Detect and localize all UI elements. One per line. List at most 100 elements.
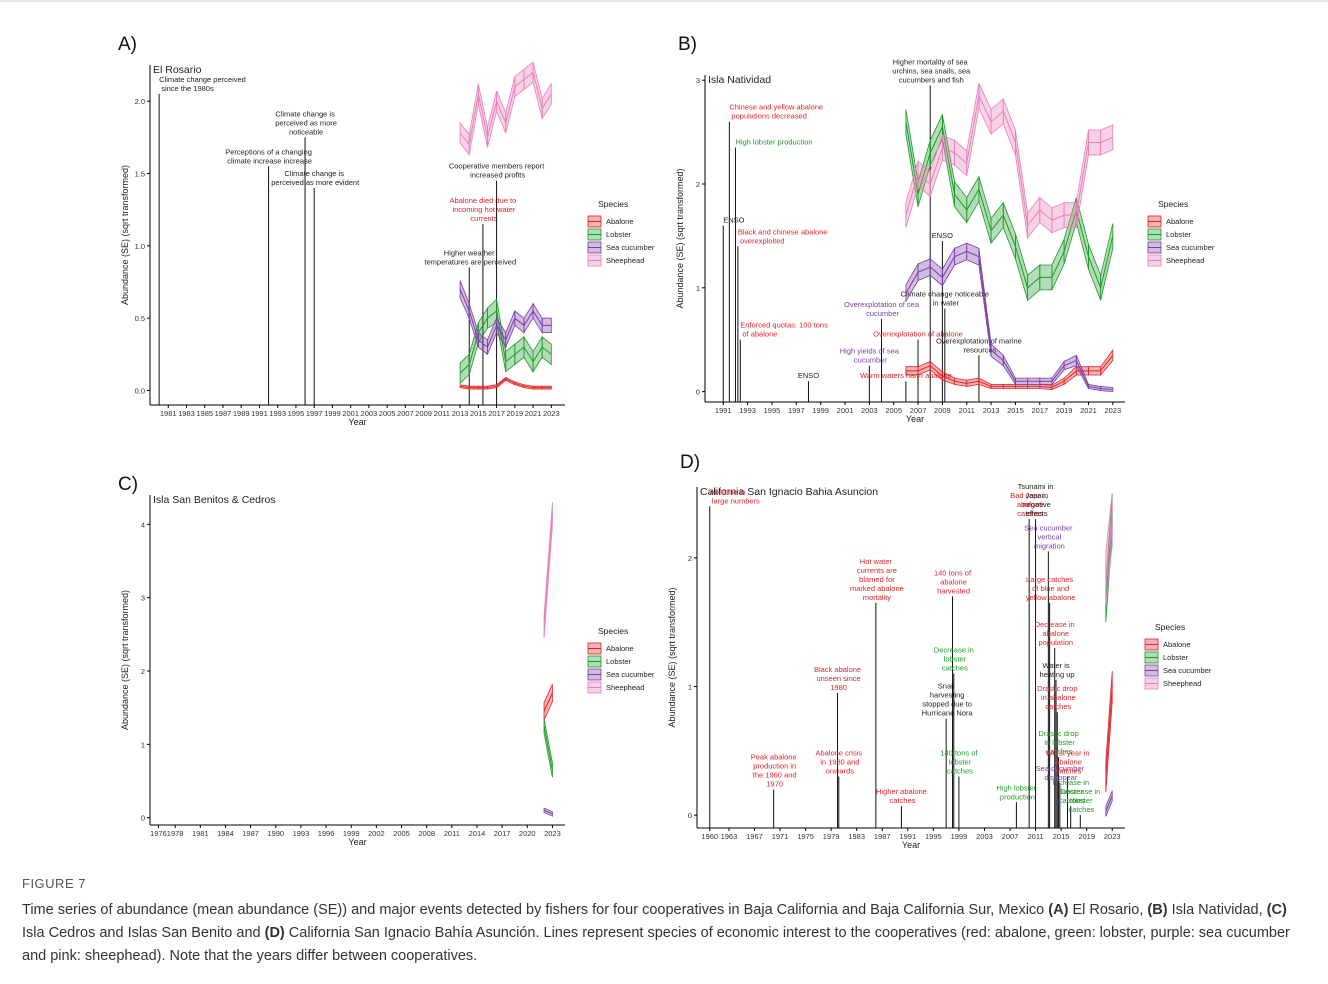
y-tick-label: 2.0 xyxy=(135,97,145,106)
caption-text: Isla Natividad, xyxy=(1167,902,1267,918)
x-tick-label: 2017 xyxy=(1031,406,1048,415)
y-tick-label: 0.0 xyxy=(135,387,145,396)
se-band xyxy=(1002,355,1016,386)
event-label: Decrease in lobster catches xyxy=(934,646,974,673)
event-label: Peak abalone production in the 1960 and … xyxy=(751,752,797,788)
x-tick-label: 2023 xyxy=(1104,832,1121,841)
x-tick-label: 1995 xyxy=(925,832,942,841)
caption-text: Time series of abundance (mean abundance… xyxy=(22,902,1049,918)
x-tick-label: 2015 xyxy=(1007,406,1024,415)
x-tick-label: 2019 xyxy=(506,409,523,418)
event-label: Overexplotation of sea cucumber xyxy=(844,300,920,318)
legend-title: Species xyxy=(1158,199,1188,209)
mean-line xyxy=(543,809,553,815)
figure-label: FIGURE 7 xyxy=(22,876,86,891)
event-label: ENSO xyxy=(932,231,953,240)
x-tick-label: 2014 xyxy=(469,829,486,838)
legend-title: Species xyxy=(1155,622,1185,632)
legend-label: Sheephead xyxy=(606,256,644,265)
event-label: Abalone died due to incoming hot water c… xyxy=(450,196,517,223)
x-tick-label: 2007 xyxy=(397,409,414,418)
caption: FIGURE 7 Time series of abundance (mean … xyxy=(22,872,1312,968)
event-label: Tsunami in Japan, negative effects xyxy=(1018,482,1054,518)
y-tick-label: 0 xyxy=(141,814,145,823)
mean-line xyxy=(1105,795,1113,812)
panel-subtitle: Isla San Benitos & Cedros xyxy=(153,494,276,506)
x-axis-label: Year xyxy=(906,414,924,424)
x-tick-label: 1983 xyxy=(178,409,195,418)
mean-line xyxy=(459,71,552,146)
y-axis-label: Abundance (SE) (sqrt transformed) xyxy=(667,587,677,727)
mean-line xyxy=(1105,519,1113,578)
event-label: Sea cucumber vertical migration xyxy=(1024,523,1073,550)
panel-label: D) xyxy=(680,452,700,473)
legend-label: Abalone xyxy=(1163,640,1191,649)
event-label: Black abalone unseen since 1980 xyxy=(814,665,861,692)
event-label: Higher mortality of sea urchins, sea sna… xyxy=(890,57,971,84)
legend-label: Abalone xyxy=(606,217,634,226)
event-label: Climate change is perceived as more evid… xyxy=(269,169,360,187)
event-label: Climate change perceived since the 1980s xyxy=(159,75,246,93)
x-tick-label: 2002 xyxy=(368,829,385,838)
event-label: Climate change is perceived as more noti… xyxy=(273,109,337,136)
x-tick-label: 1985 xyxy=(196,409,213,418)
x-tick-label: 1996 xyxy=(318,829,335,838)
x-axis-label: Year xyxy=(902,840,920,850)
y-axis-label: Abundance (SE) (sqrt transformed) xyxy=(120,590,130,730)
legend-title: Species xyxy=(598,199,628,209)
event-label: Overexplotation of marine resources xyxy=(936,336,1022,354)
event-label: Cooperative members report increased pro… xyxy=(449,162,545,180)
x-tick-label: 1993 xyxy=(269,409,286,418)
event-label: 140 tons of abalone harvested xyxy=(934,568,972,595)
event-label: Water is heating up xyxy=(1037,661,1074,679)
x-tick-label: 1987 xyxy=(242,829,259,838)
caption-text: (C) xyxy=(1266,902,1287,918)
x-tick-label: 2021 xyxy=(525,409,542,418)
x-tick-label: 1960 xyxy=(701,832,718,841)
event-label: Warm waters harm abalone xyxy=(860,371,952,380)
legend-label: Lobster xyxy=(1163,653,1189,662)
x-tick-label: 2011 xyxy=(959,406,975,415)
x-tick-label: 2023 xyxy=(543,409,560,418)
y-axis-label: Abundance (SE) (sqrt transformed) xyxy=(120,165,130,305)
event-label: Decrease in abalone population xyxy=(1035,620,1075,647)
event-label: ENSO xyxy=(723,216,744,225)
legend-label: Lobster xyxy=(1166,230,1192,239)
x-tick-label: 2013 xyxy=(983,406,1000,415)
x-tick-label: 1997 xyxy=(306,409,323,418)
legend-label: Sheephead xyxy=(1166,256,1204,265)
x-tick-label: 1999 xyxy=(343,829,360,838)
event-label: Large catches of blue and yellow abalone xyxy=(1024,575,1076,602)
legend-label: Abalone xyxy=(606,644,634,653)
x-tick-label: 2008 xyxy=(418,829,435,838)
x-tick-label: 2001 xyxy=(342,409,359,418)
x-tick-label: 2021 xyxy=(1080,406,1097,415)
x-axis-label: Year xyxy=(348,417,366,427)
mean-line xyxy=(543,725,553,771)
event-label: Higher abalone catches xyxy=(876,787,927,805)
caption-text: California San Ignacio Bahía Asunción. L… xyxy=(22,925,1290,964)
y-tick-label: 0 xyxy=(696,388,700,397)
y-tick-label: 2 xyxy=(141,667,145,676)
event-label: Hot water currents are blamed for marked… xyxy=(848,557,904,602)
mean-line xyxy=(460,378,552,389)
x-axis-label: Year xyxy=(348,837,366,847)
x-tick-label: 2011 xyxy=(444,829,460,838)
event-label: Chinese and yellow abalone populations d… xyxy=(729,103,823,121)
legend-title: Species xyxy=(598,626,628,636)
panel: D) California San Ignacio Bahia Asuncion 0… xyxy=(667,452,1212,850)
event-label: Black and chinese abalone overexploited xyxy=(738,227,828,245)
x-tick-label: 1991 xyxy=(251,409,268,418)
legend-label: Sea cucumber xyxy=(606,670,655,679)
y-tick-label: 4 xyxy=(141,520,145,529)
mean-line xyxy=(459,289,552,348)
x-tick-label: 1983 xyxy=(848,832,865,841)
legend-label: Abalone xyxy=(1166,217,1194,226)
x-tick-label: 2009 xyxy=(415,409,432,418)
event-label: Higher weather temperatures are perceive… xyxy=(422,249,516,267)
caption-text: (A) xyxy=(1048,902,1069,918)
x-tick-label: 1963 xyxy=(721,832,738,841)
x-tick-label: 2001 xyxy=(837,406,854,415)
